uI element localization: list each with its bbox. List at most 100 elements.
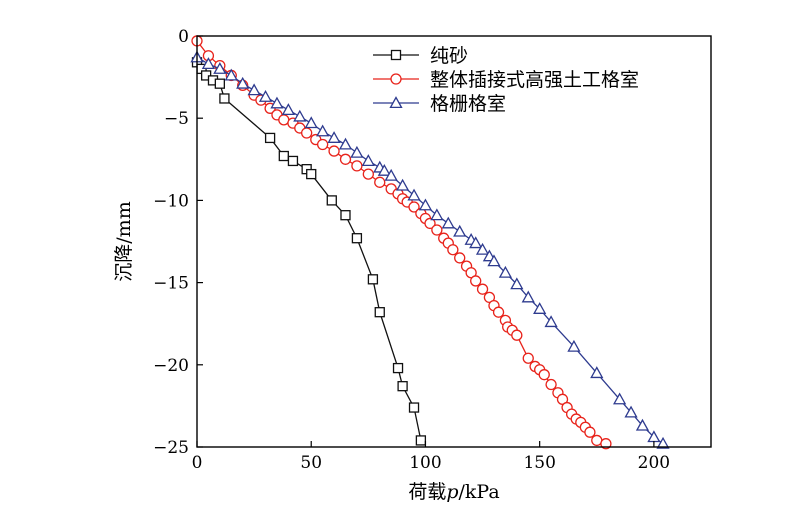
data-point-triangle (236, 76, 250, 89)
data-point-circle (447, 244, 459, 256)
labels-layer: 荷载p/kPa 沉降/mm (113, 201, 500, 503)
legend-label: 整体插接式高强土工格室 (430, 69, 639, 91)
data-point-circle (301, 127, 313, 139)
series-layer (190, 35, 670, 450)
y-tick-label: 0 (178, 27, 189, 47)
legend-label: 纯砂 (430, 45, 468, 67)
data-point-circle (538, 369, 550, 381)
data-point-circle (339, 153, 352, 165)
data-point-triangle (338, 137, 353, 150)
ticks-layer: 0 50 100 150 200 0 −5 −10 −15 −20 −25 (153, 27, 670, 473)
data-point-square (264, 132, 276, 144)
data-point-triangle (384, 168, 398, 181)
x-axis-label-prefix: 荷载 (408, 481, 446, 503)
data-point-square (340, 210, 351, 221)
data-point-triangle (361, 154, 375, 166)
x-axis-label-unit: /kPa (459, 481, 500, 503)
data-point-square (351, 233, 363, 244)
data-point-triangle (613, 392, 627, 405)
y-tick-label: −20 (153, 356, 189, 376)
data-point-circle (328, 145, 340, 157)
series-line-square (196, 61, 422, 441)
plot-frame (196, 35, 712, 448)
data-point-circle (351, 160, 363, 172)
legend-marker (390, 49, 402, 61)
y-axis-label: 沉降/mm (113, 201, 135, 281)
legend-entry: 格栅格室 (373, 93, 506, 115)
data-point-triangle (201, 57, 216, 69)
legend-marker (390, 73, 402, 85)
x-tick-label: 0 (192, 453, 203, 473)
data-point-circle (431, 224, 443, 236)
data-point-triangle (510, 277, 524, 290)
data-point-triangle (430, 208, 444, 221)
data-point-circle (584, 426, 596, 438)
data-point-square (415, 435, 427, 446)
data-point-square (397, 381, 408, 392)
data-point-circle (424, 217, 436, 230)
data-point-triangle (656, 436, 670, 449)
data-point-circle (600, 438, 612, 450)
data-point-triangle (327, 131, 341, 143)
data-point-circle (470, 275, 482, 287)
data-point-triangle (567, 339, 581, 352)
data-point-circle (492, 306, 505, 318)
y-tick-label: −15 (153, 274, 189, 294)
data-point-triangle (407, 188, 421, 201)
x-tick-label: 50 (300, 453, 322, 473)
data-point-circle (374, 176, 386, 188)
y-tick-label: −25 (153, 438, 189, 458)
data-point-square (287, 155, 299, 167)
y-tick-label: −10 (153, 191, 189, 211)
data-point-triangle (395, 178, 410, 191)
data-point-triangle (498, 265, 513, 278)
data-point-triangle (304, 116, 318, 129)
data-point-circle (454, 252, 466, 264)
data-point-circle (511, 329, 523, 341)
data-point-square (408, 402, 420, 413)
data-point-triangle (469, 236, 483, 249)
data-point-triangle (224, 68, 238, 81)
data-point-triangle (624, 405, 638, 418)
legend-label: 格栅格室 (430, 93, 506, 115)
data-point-triangle (635, 418, 650, 431)
data-point-square (219, 93, 230, 104)
x-tick-label: 200 (638, 453, 670, 473)
data-point-square (367, 274, 379, 285)
data-point-triangle (316, 124, 330, 137)
data-point-triangle (281, 103, 295, 116)
data-point-circle (362, 168, 374, 180)
data-point-triangle (441, 216, 455, 229)
data-point-triangle (247, 83, 261, 96)
data-point-circle (476, 283, 489, 295)
data-point-square (278, 150, 289, 162)
data-point-triangle (270, 96, 284, 109)
data-point-triangle (213, 62, 227, 74)
data-point-triangle (590, 366, 604, 379)
data-point-triangle (418, 198, 433, 211)
x-axis-label: 荷载p/kPa (408, 481, 499, 503)
x-axis-label-variable: p (446, 481, 458, 503)
series-square (191, 57, 427, 446)
data-point-circle (408, 201, 420, 213)
data-point-square (374, 307, 385, 318)
data-point-triangle (521, 290, 535, 303)
data-point-square (306, 168, 317, 180)
y-tick-label: −5 (164, 109, 189, 129)
data-point-triangle (258, 89, 273, 102)
legend-entry: 纯砂 (373, 45, 468, 67)
x-tick-label: 150 (523, 453, 555, 473)
data-point-square (392, 362, 404, 374)
series-circle (191, 35, 612, 450)
data-point-triangle (350, 145, 364, 158)
data-point-square (214, 78, 225, 89)
data-point-triangle (377, 163, 391, 176)
data-point-triangle (475, 242, 490, 255)
legend-entry: 整体插接式高强土工格室 (373, 69, 639, 91)
data-point-circle (545, 378, 557, 391)
x-tick-label: 100 (409, 453, 441, 473)
data-point-triangle (487, 254, 501, 267)
series-line-triangle (196, 56, 664, 445)
